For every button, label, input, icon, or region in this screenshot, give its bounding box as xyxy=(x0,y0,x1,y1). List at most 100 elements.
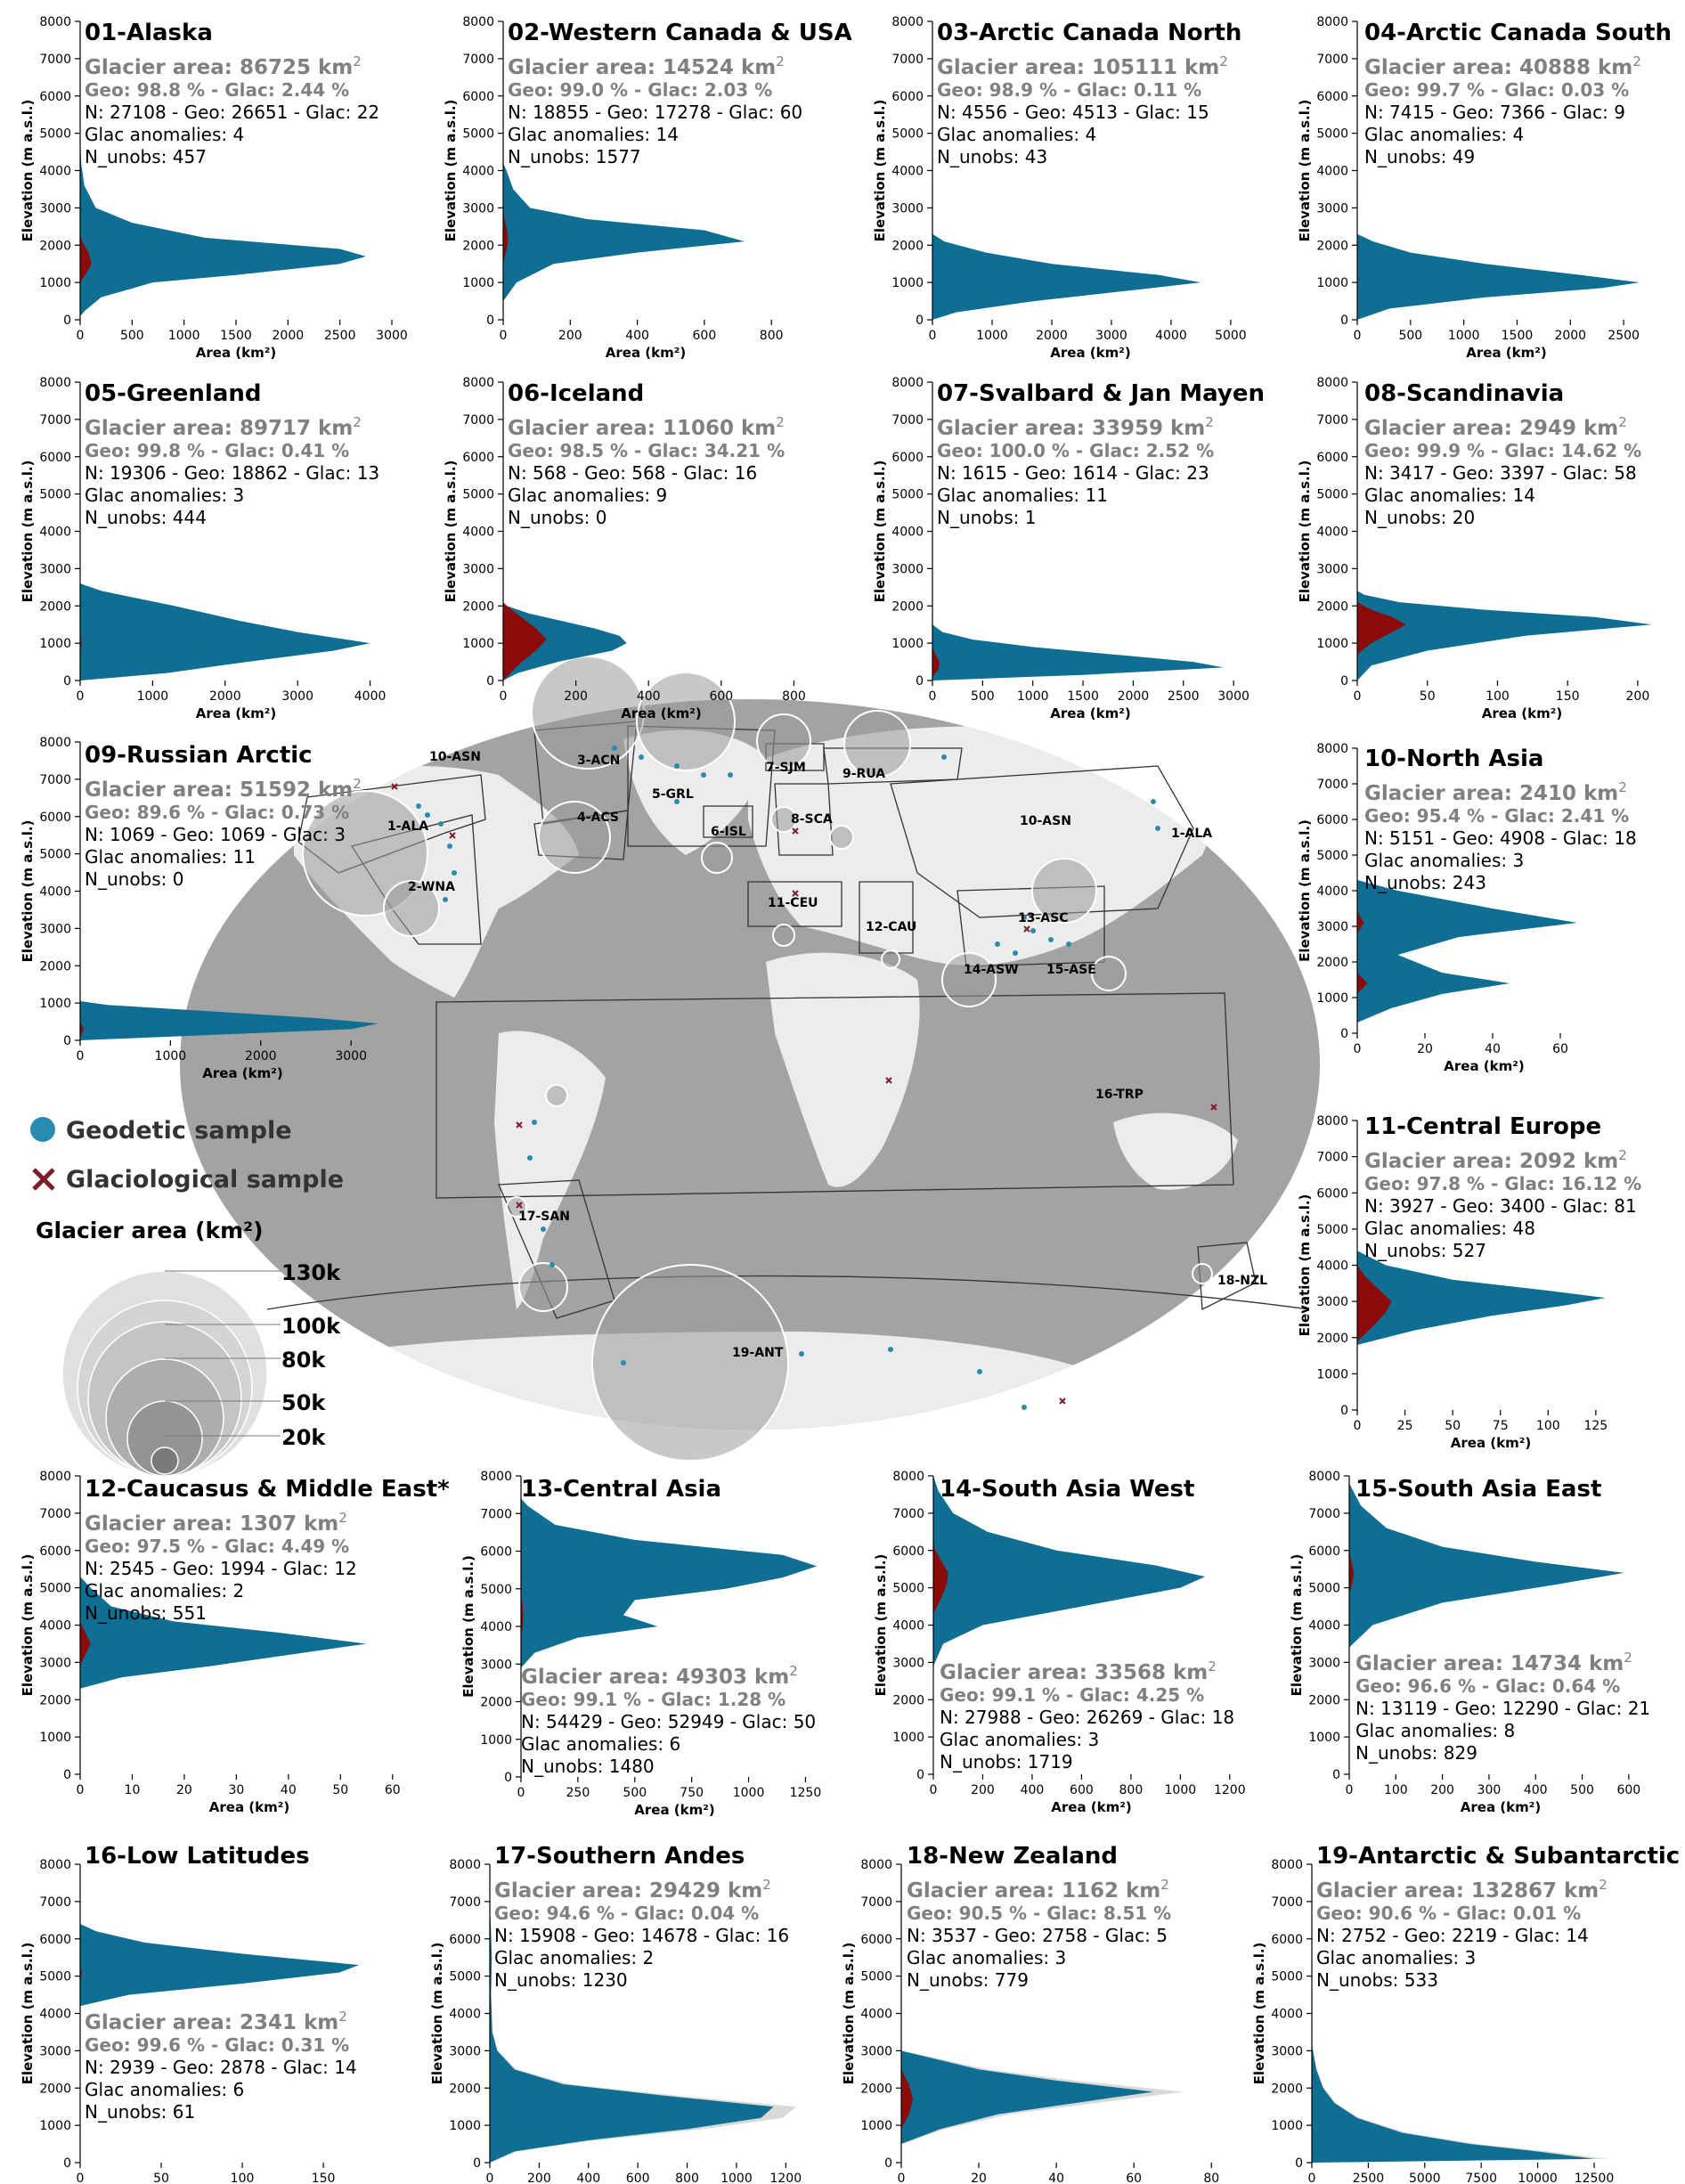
legend: Geodetic sample Glaciological sample Gla… xyxy=(30,1117,344,1478)
glaciological-legend-marker xyxy=(32,1168,55,1191)
y-tick-label: 7000 xyxy=(39,413,71,428)
y-tick-label: 4000 xyxy=(462,165,494,179)
y-tick-label: 7000 xyxy=(39,1507,71,1521)
y-tick-label: 0 xyxy=(63,2156,71,2171)
x-tick-label: 1200 xyxy=(769,2172,802,2184)
size-label: 80k xyxy=(281,1348,326,1373)
x-tick-label: 1000 xyxy=(1017,689,1049,704)
y-tick-label: 6000 xyxy=(462,451,494,465)
x-tick-label: 50 xyxy=(1420,689,1436,704)
x-tick-label: 1200 xyxy=(1214,1783,1246,1797)
n-unobs: N_unobs: 527 xyxy=(1364,1240,1486,1261)
geodetic-point xyxy=(447,843,452,849)
x-tick-label: 500 xyxy=(1398,329,1422,343)
size-label: 130k xyxy=(281,1260,341,1285)
y-tick-label: 2000 xyxy=(449,2082,481,2096)
size-legend-circles xyxy=(61,1270,268,1478)
x-tick-label: 800 xyxy=(675,2172,699,2184)
area-circle-ase xyxy=(1091,956,1127,991)
glaciological-point xyxy=(449,832,456,839)
y-tick-label: 2000 xyxy=(1316,599,1348,614)
coverage-percent: Geo: 89.6 % - Glac: 0.73 % xyxy=(85,802,349,823)
glaciological-legend-label: Glaciological sample xyxy=(66,1166,344,1194)
coverage-percent: Geo: 100.0 % - Glac: 2.52 % xyxy=(937,440,1214,461)
geodetic-point xyxy=(701,772,706,778)
y-tick-label: 5000 xyxy=(1316,488,1348,502)
sample-counts: N: 7415 - Geo: 7366 - Glac: 9 xyxy=(1364,102,1625,123)
geodetic-point xyxy=(799,1351,804,1357)
x-tick-label: 10000 xyxy=(1518,2172,1558,2184)
y-tick-label: 1000 xyxy=(462,276,494,290)
x-axis-label: Area (km²) xyxy=(1444,1058,1524,1074)
region-outline-isl xyxy=(703,805,753,838)
glac-anomalies: Glac anomalies: 3 xyxy=(85,485,244,506)
africa-land xyxy=(766,952,920,1187)
y-tick-label: 6000 xyxy=(39,1544,71,1559)
geodetic-legend-label: Geodetic sample xyxy=(66,1117,292,1145)
y-tick-label: 5000 xyxy=(892,1582,924,1596)
map-label: 4-ACS xyxy=(577,811,619,825)
n-unobs: N_unobs: 61 xyxy=(85,2101,195,2123)
x-tick-label: 500 xyxy=(1570,1783,1594,1797)
y-axis-label: Elevation (m a.s.l.) xyxy=(460,1555,476,1698)
y-tick-label: 2000 xyxy=(39,2082,71,2096)
glacier-area: Glacier area: 2949 km2 xyxy=(1364,414,1627,440)
y-tick-label: 3000 xyxy=(892,1656,924,1670)
glac-anomalies: Glac anomalies: 8 xyxy=(1355,1720,1515,1741)
area-circles xyxy=(302,656,1213,1462)
y-tick-label: 1000 xyxy=(891,276,924,290)
geodetic-histogram xyxy=(80,583,370,680)
x-axis-label: Area (km²) xyxy=(1050,345,1130,361)
x-axis-label: Area (km²) xyxy=(1482,705,1562,721)
y-tick-label: 1000 xyxy=(1308,1731,1340,1745)
y-tick-label: 0 xyxy=(473,2156,481,2171)
geodetic-point xyxy=(941,754,947,760)
y-tick-label: 0 xyxy=(486,674,494,689)
glaciological-point xyxy=(792,827,799,835)
glacier-area: Glacier area: 51592 km2 xyxy=(85,776,362,802)
coverage-percent: Geo: 98.8 % - Glac: 2.44 % xyxy=(85,79,349,101)
area-circle-san xyxy=(518,1262,568,1312)
area-circle-asn xyxy=(829,825,854,850)
y-tick-label: 1000 xyxy=(462,637,494,651)
x-tick-label: 1000 xyxy=(1448,329,1480,343)
y-tick-label: 6000 xyxy=(892,1544,924,1559)
map-label: 6-ISL xyxy=(711,825,746,839)
geodetic-histogram xyxy=(1357,1251,1606,1345)
y-tick-label: 3000 xyxy=(891,201,924,216)
y-tick-label: 6000 xyxy=(39,1933,71,1947)
geodetic-point xyxy=(1022,1405,1027,1410)
y-tick-label: 5000 xyxy=(462,488,494,502)
panel-17: 0 1000 2000 3000 4000 5000 6000 7000 8000 0 200 400… xyxy=(429,1843,802,2184)
panel-title: 09-Russian Arctic xyxy=(85,742,313,769)
x-tick-label: 2000 xyxy=(273,329,305,343)
x-tick-label: 0 xyxy=(77,1783,85,1797)
x-tick-label: 150 xyxy=(312,2172,336,2184)
y-tick-label: 8000 xyxy=(1308,1470,1340,1484)
size-circle-min xyxy=(151,1446,179,1475)
x-tick-label: 3000 xyxy=(281,689,313,704)
y-tick-label: 3000 xyxy=(39,201,71,216)
glaciological-point xyxy=(1023,925,1030,933)
y-tick-label: 5000 xyxy=(860,1970,892,1984)
y-tick-label: 1000 xyxy=(1316,991,1348,1006)
x-axis-label: Area (km²) xyxy=(1050,705,1130,721)
x-tick-label: 200 xyxy=(971,1783,995,1797)
area-circle-sjm xyxy=(756,713,811,769)
panel-title: 03-Arctic Canada North xyxy=(937,20,1241,46)
y-tick-label: 3000 xyxy=(462,201,494,216)
x-axis-label: Area (km²) xyxy=(1051,1799,1131,1815)
y-tick-label: 0 xyxy=(63,1034,71,1048)
area-circle-nzl xyxy=(1192,1263,1213,1284)
n-unobs: N_unobs: 1719 xyxy=(940,1751,1073,1772)
panel-title: 10-North Asia xyxy=(1364,746,1543,772)
glaciological-histogram xyxy=(503,208,509,265)
y-tick-label: 2000 xyxy=(480,1696,512,1710)
x-tick-label: 100 xyxy=(231,2172,255,2184)
glaciological-histogram xyxy=(80,1022,85,1037)
geodetic-point xyxy=(728,772,733,778)
y-tick-label: 6000 xyxy=(449,1933,481,1947)
glaciological-point xyxy=(885,1077,892,1084)
y-tick-label: 7000 xyxy=(39,773,71,787)
glac-anomalies: Glac anomalies: 11 xyxy=(937,485,1108,506)
